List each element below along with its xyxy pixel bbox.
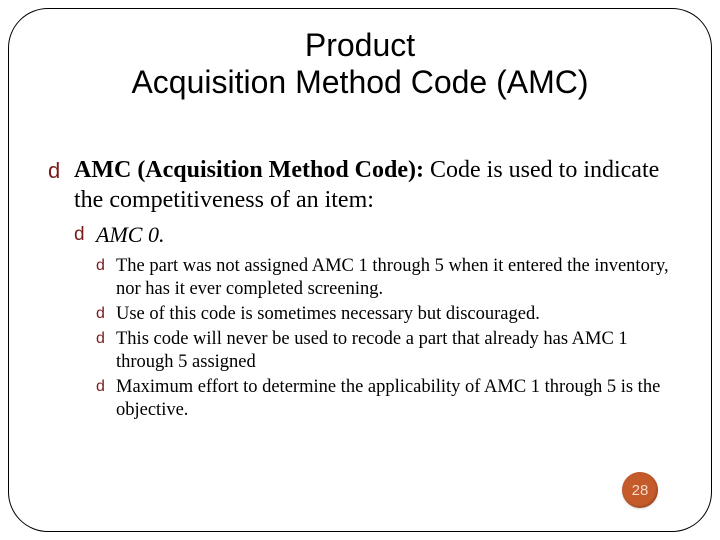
bullet-lvl2: d AMC 0. xyxy=(74,221,676,249)
page-number: 28 xyxy=(632,482,649,499)
bullet-lvl3: d This code will never be used to recode… xyxy=(96,328,676,374)
lvl2-label: AMC 0. xyxy=(96,222,164,247)
bullet-icon: d xyxy=(48,157,60,185)
lvl3-text: Use of this code is sometimes necessary … xyxy=(116,304,540,324)
page-number-badge: 28 xyxy=(622,472,658,508)
bullet-lvl1: d AMC (Acquisition Method Code): Code is… xyxy=(48,155,676,215)
lvl1-bold: AMC (Acquisition Method Code): xyxy=(74,157,424,183)
bullet-lvl3: d Maximum effort to determine the applic… xyxy=(96,376,676,422)
lvl3-text: The part was not assigned AMC 1 through … xyxy=(116,256,669,299)
title-line-2: Acquisition Method Code (AMC) xyxy=(0,64,720,101)
title-line-1: Product xyxy=(0,27,720,64)
slide-content: d AMC (Acquisition Method Code): Code is… xyxy=(48,155,676,422)
bullet-icon: d xyxy=(74,223,85,247)
bullet-lvl3: d The part was not assigned AMC 1 throug… xyxy=(96,255,676,301)
lvl3-text: This code will never be used to recode a… xyxy=(116,329,628,372)
bullet-icon: d xyxy=(96,304,105,324)
slide-title: Product Acquisition Method Code (AMC) xyxy=(0,27,720,101)
bullet-icon: d xyxy=(96,377,105,397)
bullet-icon: d xyxy=(96,256,105,276)
bullet-lvl3: d Use of this code is sometimes necessar… xyxy=(96,303,676,326)
lvl3-text: Maximum effort to determine the applicab… xyxy=(116,377,660,420)
bullet-icon: d xyxy=(96,329,105,349)
